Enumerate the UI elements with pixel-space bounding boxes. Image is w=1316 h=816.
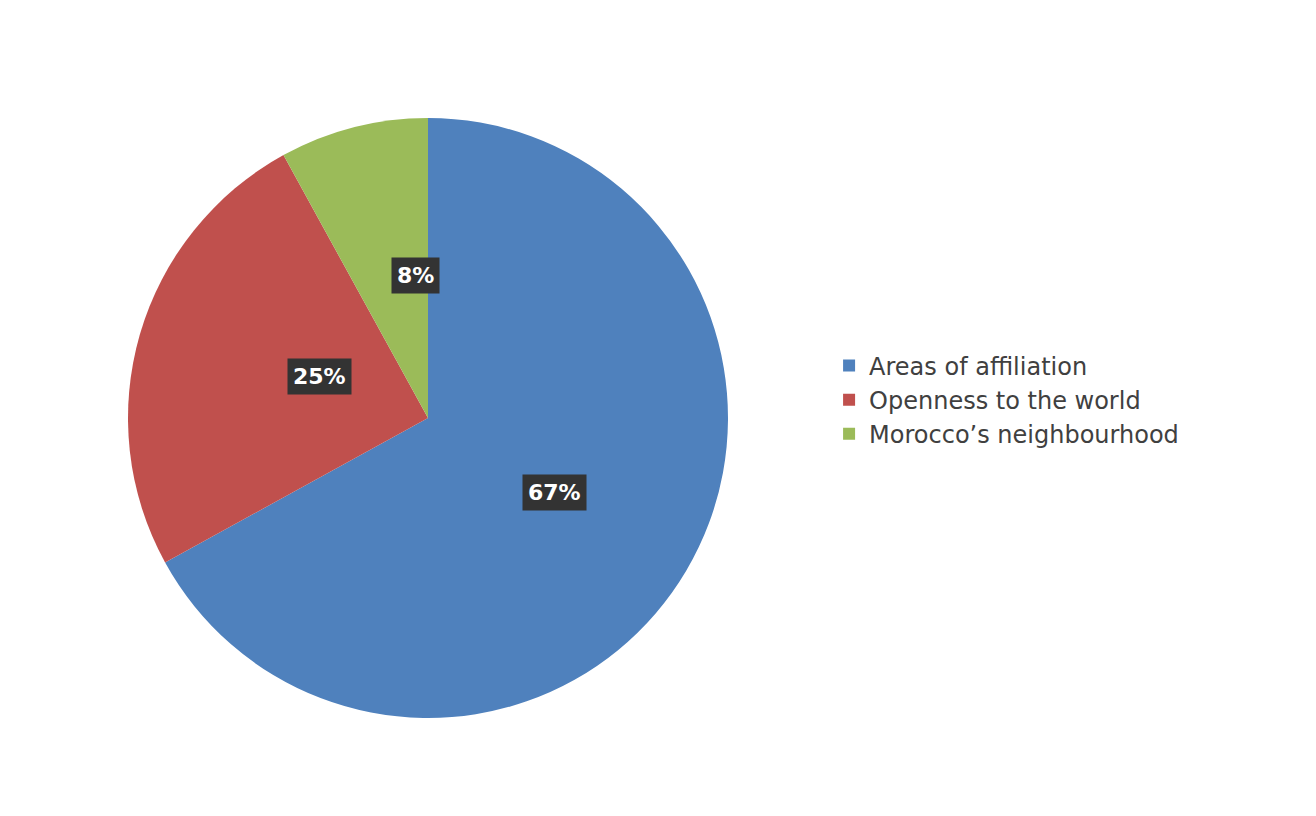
svg-text:Areas of affiliation: Areas of affiliation [869, 353, 1087, 381]
svg-text:Openness to the world: Openness to the world [869, 387, 1141, 415]
svg-text:8%: 8% [397, 263, 434, 288]
svg-text:67%: 67% [528, 480, 581, 505]
svg-text:25%: 25% [293, 364, 346, 389]
svg-text:Morocco’s neighbourhood: Morocco’s neighbourhood [869, 421, 1179, 449]
